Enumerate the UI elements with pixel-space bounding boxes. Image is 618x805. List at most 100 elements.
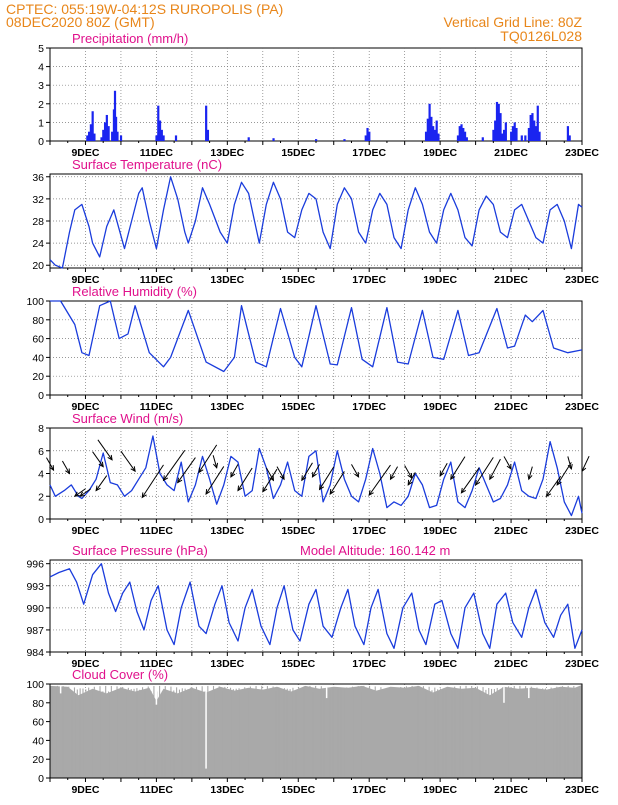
- x-tick-label: 13DEC: [210, 401, 244, 413]
- x-tick-label: 17DEC: [352, 401, 386, 413]
- x-tick-label: 23DEC: [565, 784, 599, 796]
- x-tick-label: 9DEC: [71, 274, 99, 286]
- precip-bar: [113, 90, 117, 141]
- y-tick-label: 0: [38, 390, 44, 402]
- precip-bar: [102, 129, 105, 141]
- wind-vector: [73, 488, 86, 497]
- precip-bar: [462, 127, 465, 141]
- panel-frame: [49, 300, 583, 396]
- precip-bar: [103, 122, 107, 141]
- precip-bar: [492, 129, 495, 141]
- x-tick-label: 17DEC: [352, 525, 386, 537]
- panel-title-rh: Relative Humidity (%): [72, 284, 197, 299]
- y-tick-label: 8: [38, 423, 44, 435]
- x-tick-label: 9DEC: [71, 658, 99, 670]
- precip-bar: [504, 122, 507, 141]
- y-tick-label: 60: [32, 717, 44, 729]
- panel-temp: 20 24 28 32 36 9DEC 11DEC 13DEC 15DEC 17DEC 19DEC 2…: [32, 157, 599, 286]
- x-tick-label: 23DEC: [565, 147, 599, 159]
- panels: 0 1 2 3 4 5 9DEC 11DEC 13DEC 15DEC 17DEC 19DEC 21DEC…: [26, 31, 599, 796]
- wind-vector: [404, 465, 413, 480]
- x-tick-label: 13DEC: [210, 784, 244, 796]
- y-tick-label: 28: [32, 216, 44, 228]
- precip-bar: [435, 120, 438, 141]
- x-tick-label: 15DEC: [281, 401, 315, 413]
- series-line-wind: [49, 435, 583, 517]
- wind-vector: [97, 439, 113, 461]
- y-tick-label: 0: [38, 773, 44, 785]
- precip-bar: [160, 129, 163, 141]
- precip-bar: [111, 131, 114, 141]
- y-tick-label: 2: [38, 99, 44, 111]
- panel-frame: [49, 173, 583, 269]
- precip-bar: [88, 131, 91, 141]
- precip-bar: [534, 126, 538, 141]
- wind-vector: [237, 467, 253, 492]
- x-tick-label: 9DEC: [71, 401, 99, 413]
- y-tick-label: 80: [32, 315, 44, 327]
- series-line-press: [49, 563, 583, 649]
- wind-vector: [545, 475, 562, 498]
- precip-bar: [157, 105, 160, 141]
- precip-bar: [366, 127, 369, 141]
- precip-bar: [495, 101, 499, 141]
- date-header: 08DEC2020 80Z (GMT): [6, 14, 155, 30]
- precip-bar: [364, 135, 367, 141]
- precip-bar: [501, 133, 504, 141]
- precip-bar: [119, 135, 123, 141]
- precip-bar: [524, 135, 527, 141]
- x-tick-label: 13DEC: [210, 274, 244, 286]
- x-tick-label: 23DEC: [565, 274, 599, 286]
- station-header: CPTEC: 055:19W-04:12S RUROPOLIS (PA): [6, 1, 283, 17]
- x-tick-label: 19DEC: [423, 147, 457, 159]
- precip-bar: [315, 139, 318, 141]
- precip-bar: [432, 126, 435, 141]
- precip-bar: [174, 135, 178, 141]
- x-tick-label: 9DEC: [71, 147, 99, 159]
- wind-vector: [198, 444, 218, 474]
- x-tick-label: 11DEC: [140, 401, 174, 413]
- x-tick-label: 15DEC: [281, 274, 315, 286]
- panel-title-press: Surface Pressure (hPa): [72, 543, 208, 558]
- grid-line-header: Vertical Grid Line: 80Z: [443, 14, 582, 30]
- y-tick-label: 20: [32, 371, 44, 383]
- x-tick-label: 9DEC: [71, 784, 99, 796]
- wind-vector: [474, 457, 494, 486]
- wind-vector: [46, 457, 55, 472]
- precip-bar: [568, 135, 571, 141]
- y-tick-label: 990: [26, 603, 44, 615]
- y-tick-label: 100: [26, 296, 44, 308]
- precip-bar: [460, 124, 463, 141]
- x-tick-label: 17DEC: [352, 274, 386, 286]
- precip-bar: [114, 116, 118, 141]
- wind-vector: [205, 466, 225, 495]
- precip-bar: [513, 122, 516, 141]
- wind-vector: [460, 467, 480, 494]
- x-tick-label: 13DEC: [210, 147, 244, 159]
- x-tick-label: 15DEC: [281, 784, 315, 796]
- precip-bar: [272, 138, 275, 141]
- precip-bar: [531, 113, 534, 141]
- y-tick-label: 4: [38, 62, 44, 74]
- panel-title-wind: Surface Wind (m/s): [72, 411, 183, 426]
- precip-bar: [205, 105, 208, 141]
- x-tick-label: 21DEC: [494, 401, 528, 413]
- wind-vector: [318, 466, 335, 491]
- y-tick-label: 5: [38, 43, 44, 55]
- precip-bar: [502, 129, 506, 141]
- precip-bar: [93, 133, 96, 141]
- wind-vector: [230, 464, 239, 478]
- precip-bar: [426, 118, 429, 141]
- precip-bar: [527, 127, 530, 141]
- y-tick-label: 0: [38, 136, 44, 148]
- precip-bar: [116, 131, 119, 141]
- wind-vector: [351, 464, 360, 478]
- precip-bar: [458, 126, 461, 141]
- precip-bar: [494, 120, 497, 141]
- precip-bar: [538, 131, 541, 141]
- x-tick-label: 19DEC: [423, 658, 457, 670]
- precip-bar: [155, 135, 158, 141]
- precip-bar: [107, 126, 110, 141]
- y-tick-label: 1: [38, 117, 44, 129]
- wind-vector: [95, 475, 108, 492]
